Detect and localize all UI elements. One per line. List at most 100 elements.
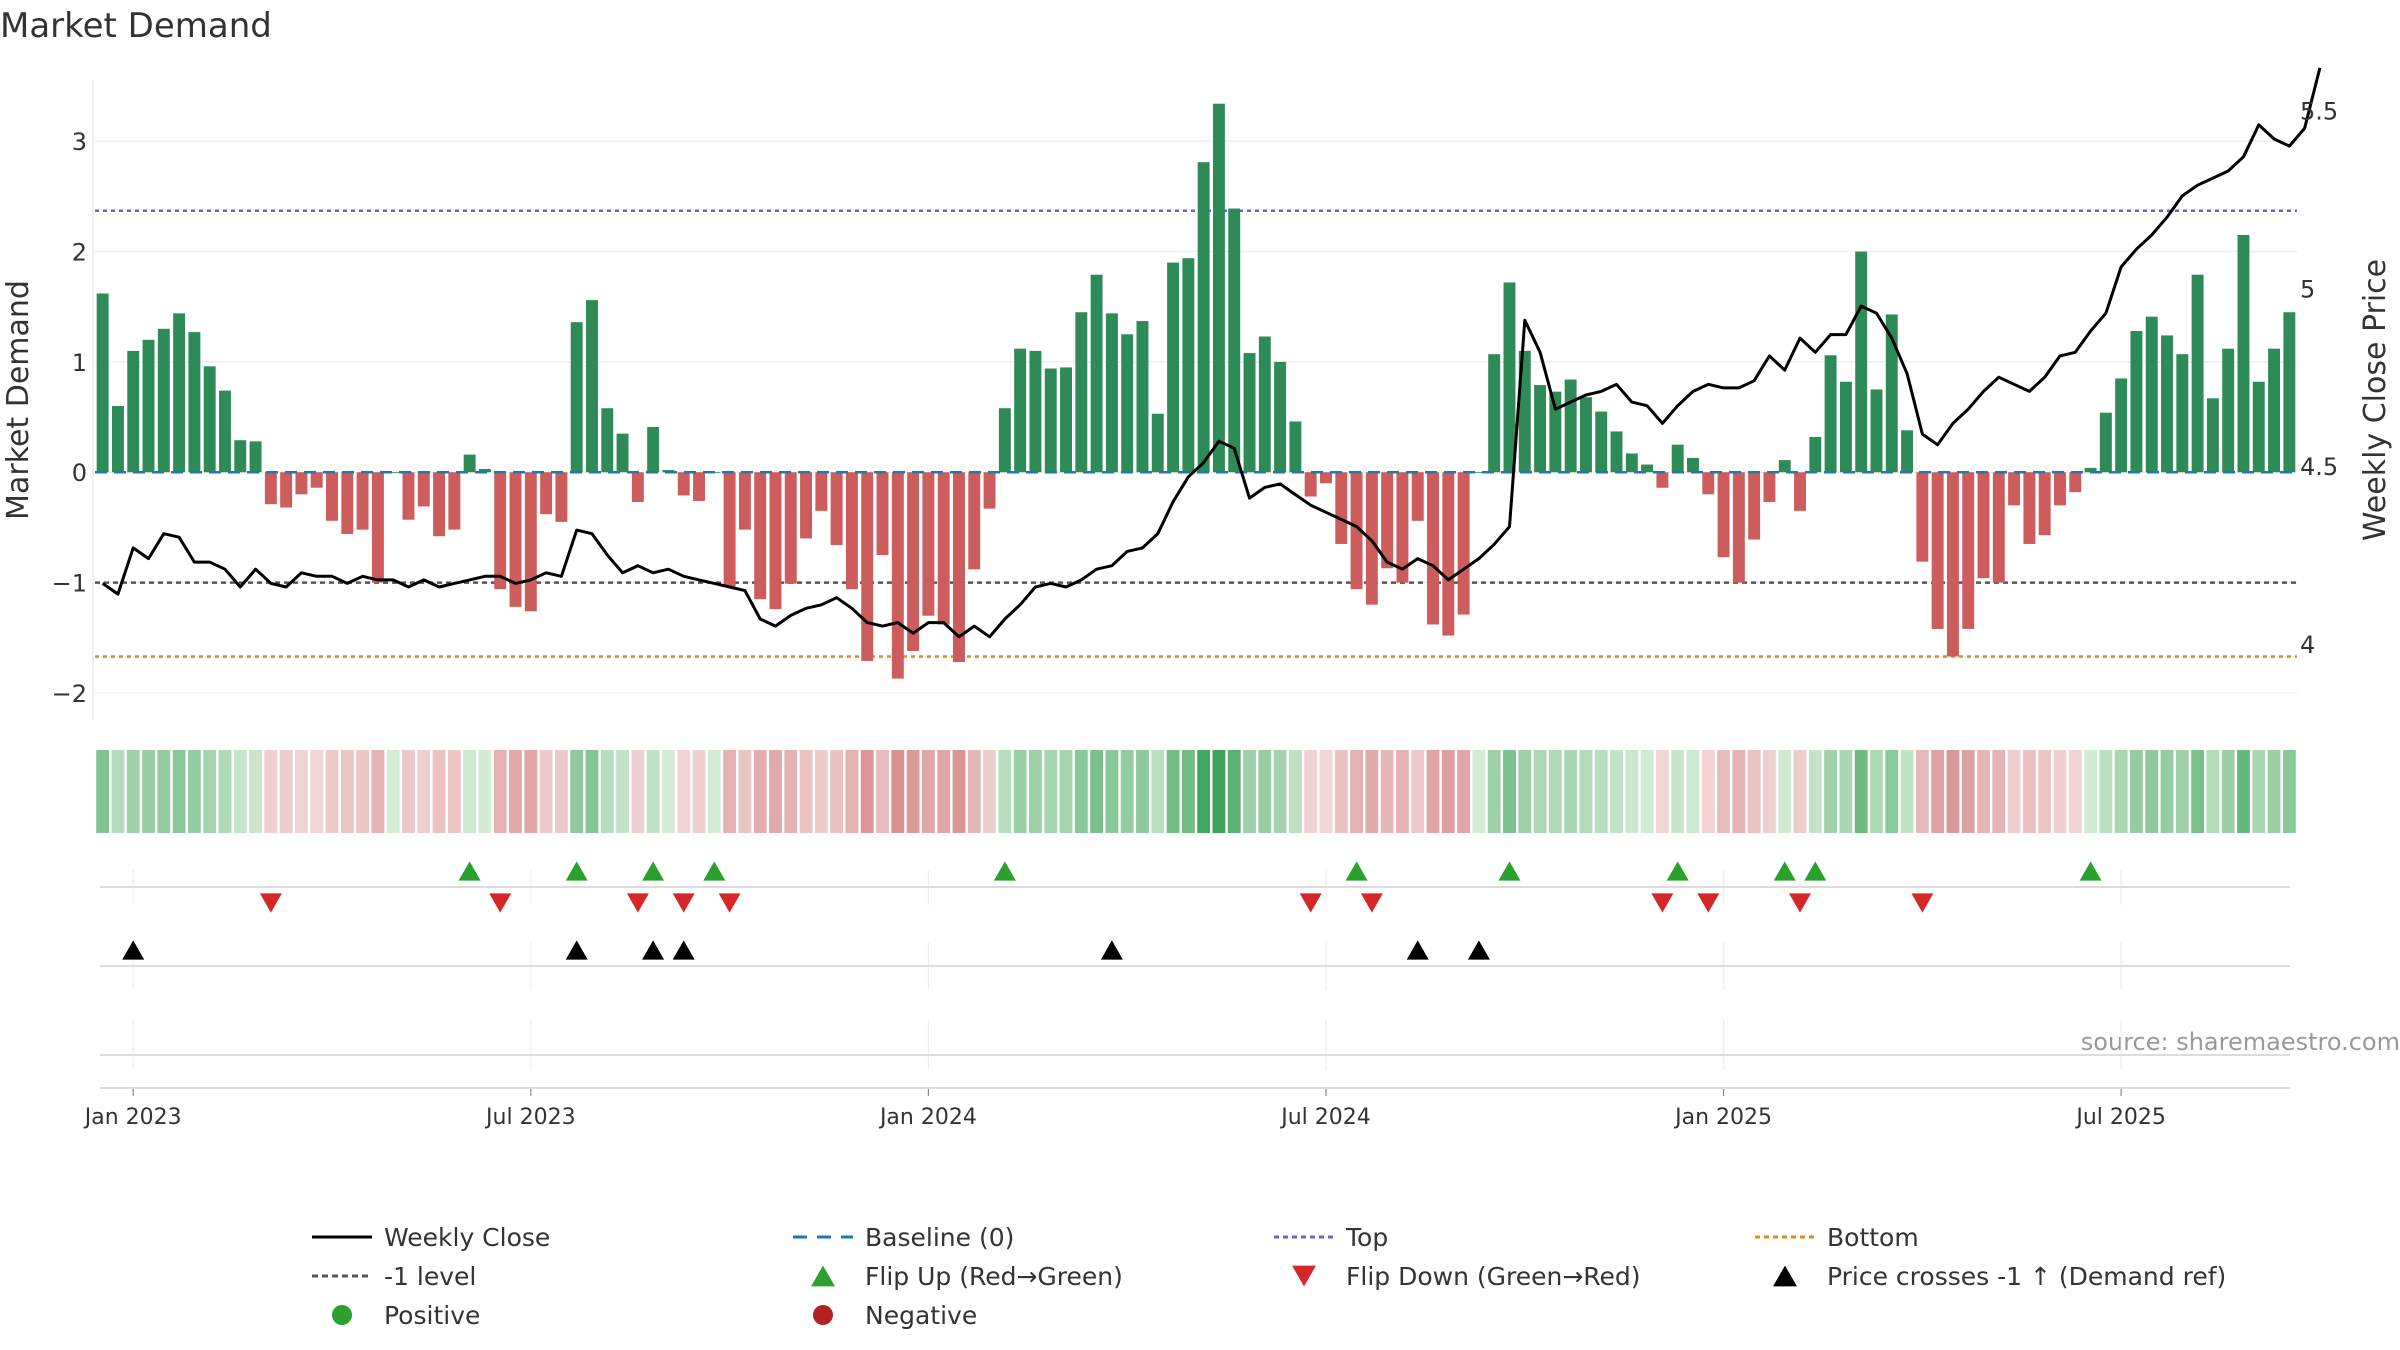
heat-cell	[172, 750, 186, 833]
heat-cell	[723, 750, 737, 833]
heat-cell	[2160, 750, 2174, 833]
heat-cell	[1594, 750, 1608, 833]
y-axis-right-label: Weekly Close Price	[2358, 259, 2393, 541]
heat-strip	[96, 750, 2296, 833]
demand-bar	[1167, 262, 1180, 473]
demand-bar	[387, 472, 400, 474]
heat-cell	[1503, 750, 1516, 833]
heat-cell	[1793, 750, 1807, 833]
heat-cell	[1365, 750, 1379, 833]
demand-bar	[1549, 391, 1562, 473]
heat-cell	[1915, 750, 1929, 833]
demand-bar	[1136, 321, 1149, 473]
axis-tick-labels: 3 2 1 0 −1 −2 5.5 5 4.5 4 Jan 2023 Jul 2023 Jan 2024…	[52, 98, 2339, 1130]
heat-cell	[2175, 750, 2189, 833]
source-text: source: sharemaestro.com	[2081, 1028, 2400, 1056]
heat-cell	[600, 750, 614, 833]
demand-bar	[2130, 331, 2143, 473]
demand-bar	[922, 472, 935, 616]
heat-cell	[325, 750, 339, 833]
heat-cell	[784, 750, 798, 833]
heat-cell	[2191, 750, 2205, 833]
demand-bar	[2237, 235, 2250, 473]
heat-cell	[1900, 750, 1914, 833]
legend-swatch	[1292, 1265, 1316, 1287]
demand-bar	[1885, 314, 1898, 473]
demand-bar	[2038, 472, 2051, 536]
demand-bar	[1977, 472, 1990, 579]
heat-cell	[2022, 750, 2036, 833]
heat-cell	[1808, 750, 1822, 833]
demand-bar	[1365, 472, 1378, 605]
heat-cell	[2130, 750, 2143, 833]
demand-bar	[1656, 472, 1669, 488]
demand-bar	[433, 472, 446, 537]
y-left-tick-label: 0	[72, 459, 87, 487]
heat-cell	[1655, 750, 1669, 833]
flip-up-marker	[993, 861, 1016, 881]
heat-cell	[2237, 750, 2250, 833]
demand-bar	[1641, 464, 1654, 473]
heat-cell	[2206, 750, 2220, 833]
heat-cell	[1778, 750, 1792, 833]
demand-bar	[677, 472, 690, 496]
heat-cell	[1044, 750, 1058, 833]
heat-cell	[554, 750, 568, 833]
demand-bar	[1335, 472, 1348, 544]
demand-bar	[968, 472, 981, 570]
heat-cell	[876, 750, 889, 833]
demand-bar	[1427, 472, 1439, 625]
y-left-tick-label: −1	[52, 570, 87, 598]
demand-bar	[280, 472, 293, 508]
heat-cell	[738, 750, 752, 833]
heat-cell	[2053, 750, 2067, 833]
heat-cell	[1304, 750, 1318, 833]
flip-up-marker	[1773, 861, 1796, 881]
demand-bar	[784, 472, 797, 584]
heat-cell	[2221, 750, 2235, 833]
heat-cell	[937, 750, 951, 833]
heat-cell	[1717, 750, 1730, 833]
demand-bar	[1687, 457, 1699, 473]
y-left-tick-label: 3	[72, 128, 87, 156]
heat-cell	[218, 750, 232, 833]
demand-bar	[815, 472, 828, 511]
heat-cell	[524, 750, 538, 833]
demand-bar	[1472, 472, 1485, 474]
demand-bar	[998, 408, 1011, 473]
demand-bar	[1824, 355, 1837, 473]
legend-label: Weekly Close	[384, 1223, 550, 1252]
price-cross-marker	[672, 940, 695, 960]
demand-bar	[1350, 472, 1363, 590]
heat-cell	[814, 750, 828, 833]
flip-up-marker	[703, 861, 726, 881]
demand-bar	[616, 433, 629, 473]
demand-bar	[2023, 472, 2036, 544]
heat-cell	[616, 750, 629, 833]
heat-cell	[2068, 750, 2082, 833]
heat-cell	[1763, 750, 1776, 833]
demand-bar	[891, 472, 904, 679]
heat-cell	[1243, 750, 1256, 833]
heat-cell	[509, 750, 522, 833]
legend: Weekly Close Baseline (0) Top Bottom -1 leve…	[312, 1223, 2226, 1330]
heat-cell	[126, 750, 140, 833]
demand-bar	[1962, 472, 1975, 629]
demand-bar	[1060, 367, 1072, 473]
demand-bar	[2008, 472, 2021, 506]
demand-bar	[326, 472, 338, 521]
heat-cell	[1686, 750, 1700, 833]
heat-cell	[1212, 750, 1226, 833]
demand-bar	[2252, 381, 2265, 473]
demand-bar	[1778, 460, 1791, 473]
demand-bar	[509, 472, 522, 607]
heat-cell	[2007, 750, 2021, 833]
heat-cell	[1396, 750, 1409, 833]
price-cross-marker	[642, 940, 665, 960]
heat-cell	[845, 750, 859, 833]
demand-bar	[1579, 397, 1592, 473]
heat-cell	[386, 750, 400, 833]
price-cross-marker	[1406, 940, 1429, 960]
demand-bar	[1044, 368, 1057, 473]
demand-bar	[540, 472, 553, 515]
